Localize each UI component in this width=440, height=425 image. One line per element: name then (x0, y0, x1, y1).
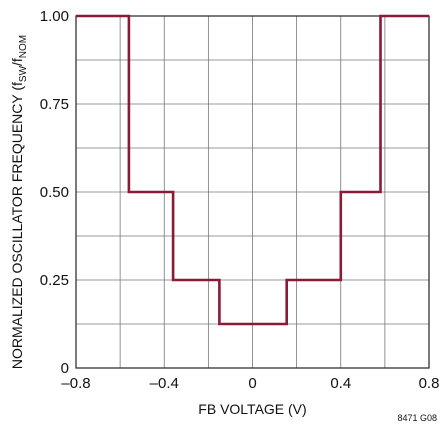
y-tick-labels: 0 0.25 0.50 0.75 1.00 (40, 8, 69, 377)
figure-code: 8471 G08 (397, 413, 437, 423)
y-tick-label: 1.00 (40, 8, 69, 25)
y-tick-label: 0.75 (40, 96, 69, 113)
x-tick-label: –0.8 (61, 375, 90, 392)
x-tick-label: 0 (248, 375, 256, 392)
y-tick-label: 0.25 (40, 272, 69, 289)
x-axis-title: FB VOLTAGE (V) (198, 401, 306, 417)
x-tick-labels: –0.8 –0.4 0 0.4 0.8 (61, 375, 439, 392)
plot-frame (75, 15, 430, 369)
y-axis-title-mid: /f (9, 58, 25, 66)
x-tick-label: 0.4 (330, 375, 351, 392)
y-tick-label: 0 (61, 360, 69, 377)
series-line (76, 14, 429, 326)
y-axis-title-sub1: SW (18, 65, 29, 82)
y-axis-title-sub2: NOM (18, 35, 29, 58)
y-axis-title: NORMALIZED OSCILLATOR FREQUENCY (fSW/fNO… (9, 35, 29, 369)
y-tick-label: 0.50 (40, 184, 69, 201)
x-tick-label: 0.8 (419, 375, 440, 392)
x-tick-label: –0.4 (150, 375, 179, 392)
y-axis-title-main: NORMALIZED OSCILLATOR FREQUENCY (f (9, 82, 25, 369)
